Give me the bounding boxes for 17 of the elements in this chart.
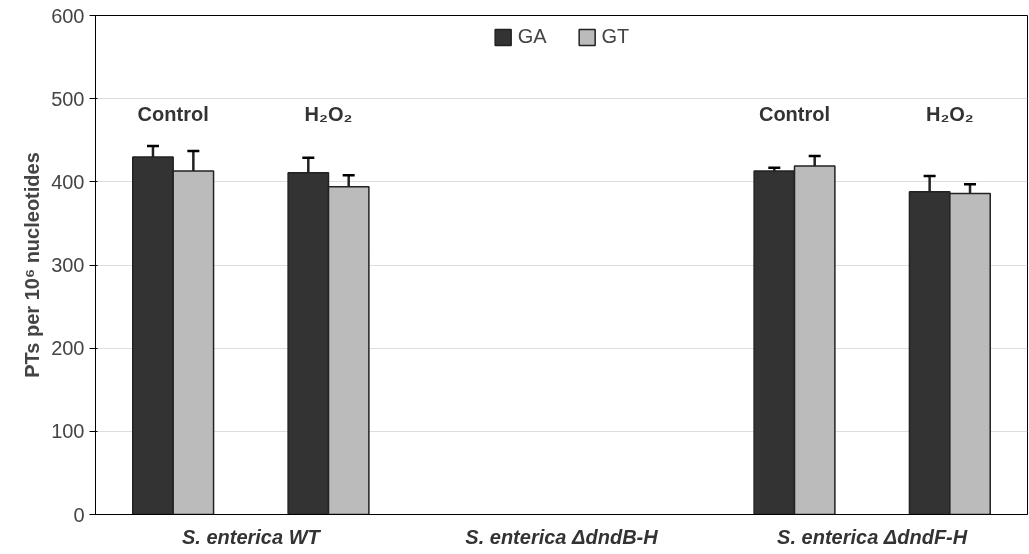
y-tick-label: 100 xyxy=(51,420,85,443)
text: S. enterica ΔdndB-H xyxy=(465,525,659,548)
y-axis-title: PTs per 10⁶ nucleotides xyxy=(21,152,44,378)
legend-label: GA xyxy=(517,25,547,48)
y-tick-label: 200 xyxy=(51,337,85,360)
x-tick-label: H₂O₂ xyxy=(304,103,353,126)
legend-label: GT xyxy=(601,25,630,48)
text: S. enterica WT xyxy=(181,525,322,548)
y-tick-label: 400 xyxy=(51,170,85,193)
y-tick-label: 0 xyxy=(73,503,85,526)
text: S. enterica ΔdndF-H xyxy=(777,525,968,548)
x-tick-label: Control xyxy=(758,103,831,126)
x-tick-label: H₂O₂ xyxy=(925,103,974,126)
y-tick-label: 300 xyxy=(51,254,85,276)
y-tick-label: 600 xyxy=(51,4,85,27)
x-tick-label: Control xyxy=(137,103,209,126)
y-tick-label: 500 xyxy=(51,87,85,110)
